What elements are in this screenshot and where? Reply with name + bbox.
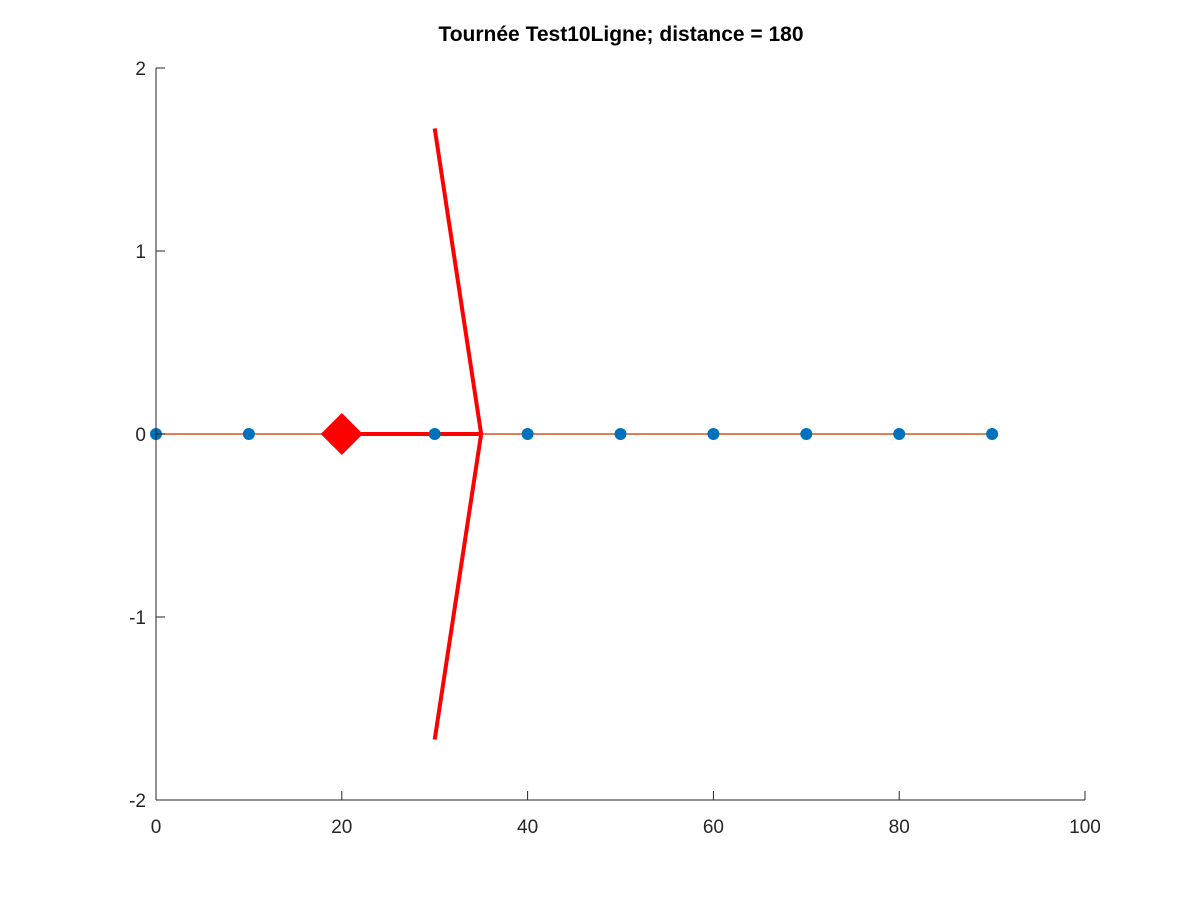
data-point <box>614 428 627 440</box>
data-point <box>521 428 534 440</box>
data-point <box>707 428 720 440</box>
y-tick-label: -1 <box>129 608 146 629</box>
axes: 0 20 40 60 80 100 -2 -1 0 1 2 <box>129 59 1101 838</box>
x-tick-label: 80 <box>889 817 910 838</box>
x-tick-label: 60 <box>703 817 724 838</box>
series-line-3 <box>432 128 484 740</box>
y-tick-label: -2 <box>129 791 146 812</box>
data-point <box>986 428 999 440</box>
x-tick-label: 20 <box>331 817 352 838</box>
start-diamond-marker <box>320 413 363 455</box>
data-point <box>242 428 255 440</box>
x-tick-label: 100 <box>1069 817 1101 838</box>
y-tick-label: 2 <box>135 59 146 80</box>
y-tick-label: 1 <box>135 242 146 263</box>
data-point <box>893 428 906 440</box>
data-point <box>800 428 813 440</box>
data-point <box>428 428 441 440</box>
plot-area <box>150 128 999 740</box>
x-tick-label: 40 <box>517 817 538 838</box>
y-tick-label: 0 <box>135 425 146 446</box>
x-tick-label: 0 <box>151 817 162 838</box>
chart-title: Tournée Test10Ligne; distance = 180 <box>438 23 803 46</box>
